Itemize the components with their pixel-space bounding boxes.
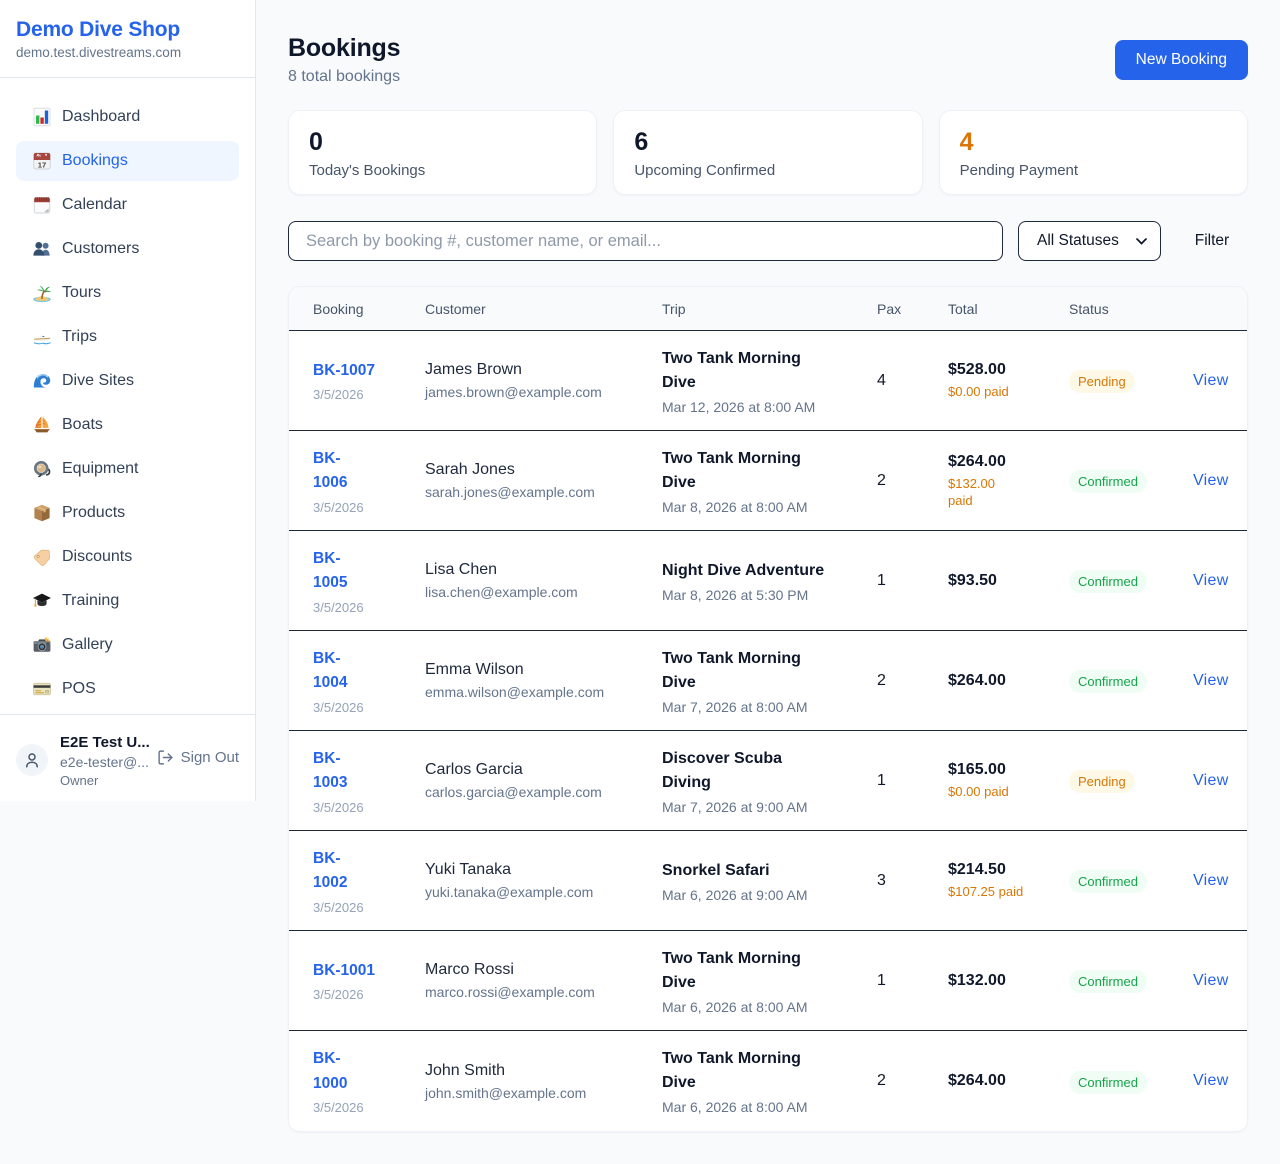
- svg-text:17: 17: [38, 160, 46, 169]
